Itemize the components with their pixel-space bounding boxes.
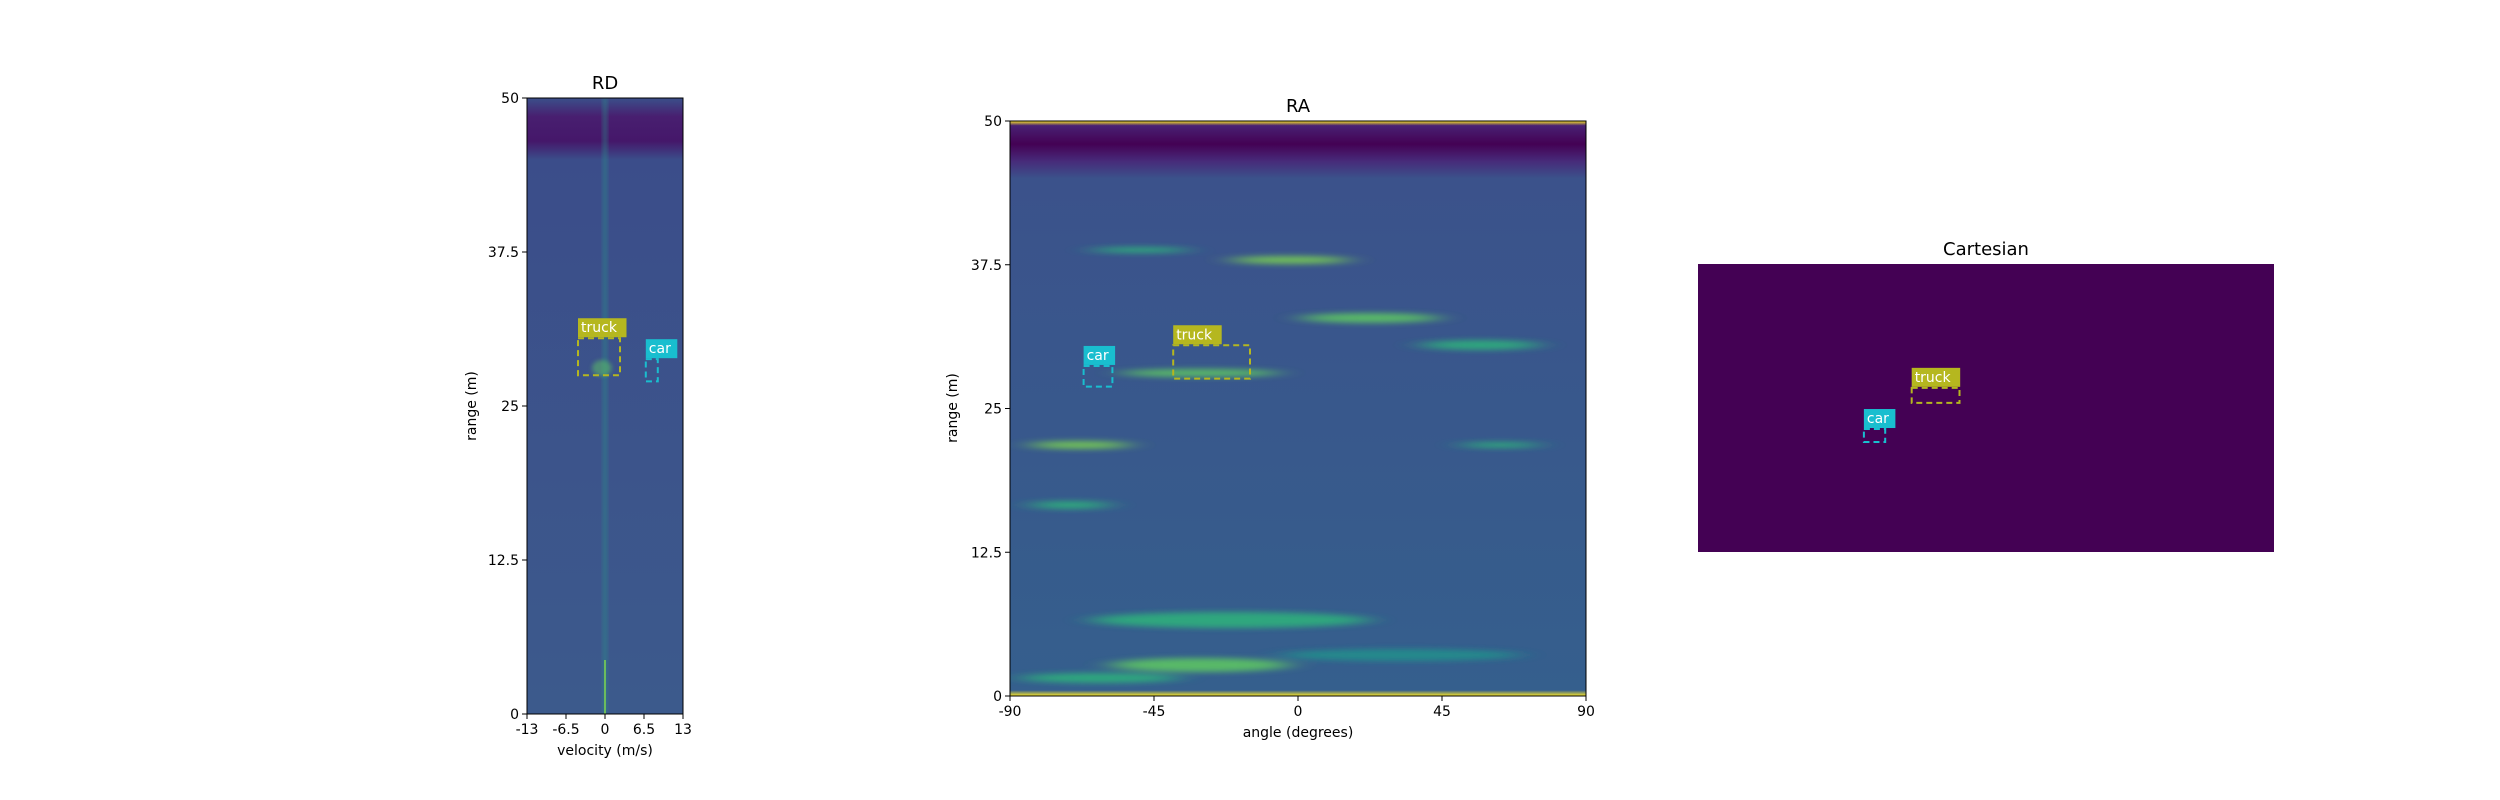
cartesian-car-box: [1862, 428, 1887, 443]
ra-annotations: truck car: [1082, 325, 1251, 388]
ra-car-label: car: [1087, 348, 1109, 364]
ra-heatmap: [1010, 121, 1586, 696]
cartesian-annotations: truck car: [1862, 367, 1961, 443]
rd-annotations: truck car: [577, 318, 678, 383]
rd-truck-label: truck: [581, 320, 618, 336]
rd-ylabel: range (m): [464, 371, 480, 441]
rd-xtick-label: -13: [516, 722, 539, 738]
ra-ytick-label: 50: [984, 114, 1002, 130]
ra-axes: -90 -45 0 45 90 0 12.5 25 37.5 50: [971, 114, 1595, 720]
rd-xlabel: velocity (m/s): [557, 743, 653, 759]
cartesian-image: [1698, 264, 2274, 552]
rd-ytick-label: 37.5: [488, 245, 519, 261]
rd-panel: RD -13 -6.5 0 6.5 13 0 12.5 25 37.5 50 truck car v…: [464, 73, 692, 759]
ra-ytick-label: 37.5: [971, 258, 1002, 274]
ra-xtick-label: 0: [1294, 704, 1303, 720]
rd-ytick-label: 25: [501, 399, 519, 415]
cartesian-panel: Cartesian truck car: [1698, 239, 2274, 552]
ra-xlabel: angle (degrees): [1243, 725, 1354, 741]
rd-ytick-label: 12.5: [488, 553, 519, 569]
cartesian-car-label: car: [1867, 411, 1889, 427]
rd-car-box: [644, 358, 659, 383]
rd-title: RD: [592, 73, 618, 94]
cartesian-truck-box: [1910, 386, 1961, 404]
ra-car-label-bg: [1083, 345, 1116, 365]
ra-xtick-label: 45: [1433, 704, 1451, 720]
rd-xtick-label: -6.5: [552, 722, 579, 738]
ra-xtick-label: 90: [1577, 704, 1595, 720]
rd-axes: -13 -6.5 0 6.5 13 0 12.5 25 37.5 50: [488, 91, 692, 738]
ra-car-box: [1082, 364, 1114, 388]
ra-ytick-label: 25: [984, 402, 1002, 418]
ra-truck-box: [1172, 344, 1251, 380]
ra-title: RA: [1286, 96, 1311, 117]
ra-xtick-label: -90: [999, 704, 1022, 720]
ra-panel: RA -90 -45 0 45 90 0 12.5 25 37.5 50 truck car ang…: [945, 96, 1595, 741]
cartesian-truck-label: truck: [1915, 370, 1952, 386]
ra-truck-label: truck: [1176, 327, 1213, 343]
cartesian-title: Cartesian: [1943, 239, 2029, 260]
ra-ylabel: range (m): [945, 373, 961, 443]
rd-heatmap: [527, 98, 683, 714]
rd-xtick-label: 6.5: [633, 722, 655, 738]
rd-car-label-bg: [645, 339, 678, 359]
rd-xtick-label: 0: [601, 722, 610, 738]
rd-xtick-label: 13: [674, 722, 692, 738]
ra-ytick-label: 0: [993, 689, 1002, 705]
ra-xtick-label: -45: [1143, 704, 1166, 720]
rd-truck-box: [577, 337, 621, 377]
cartesian-truck-label-bg: [1911, 367, 1961, 387]
cartesian-car-label-bg: [1863, 409, 1896, 429]
rd-ytick-label: 50: [501, 91, 519, 107]
ra-ytick-label: 12.5: [971, 545, 1002, 561]
rd-car-label: car: [649, 341, 671, 357]
rd-ytick-label: 0: [510, 707, 519, 723]
rd-truck-label-bg: [578, 318, 627, 338]
ra-truck-label-bg: [1173, 325, 1222, 345]
